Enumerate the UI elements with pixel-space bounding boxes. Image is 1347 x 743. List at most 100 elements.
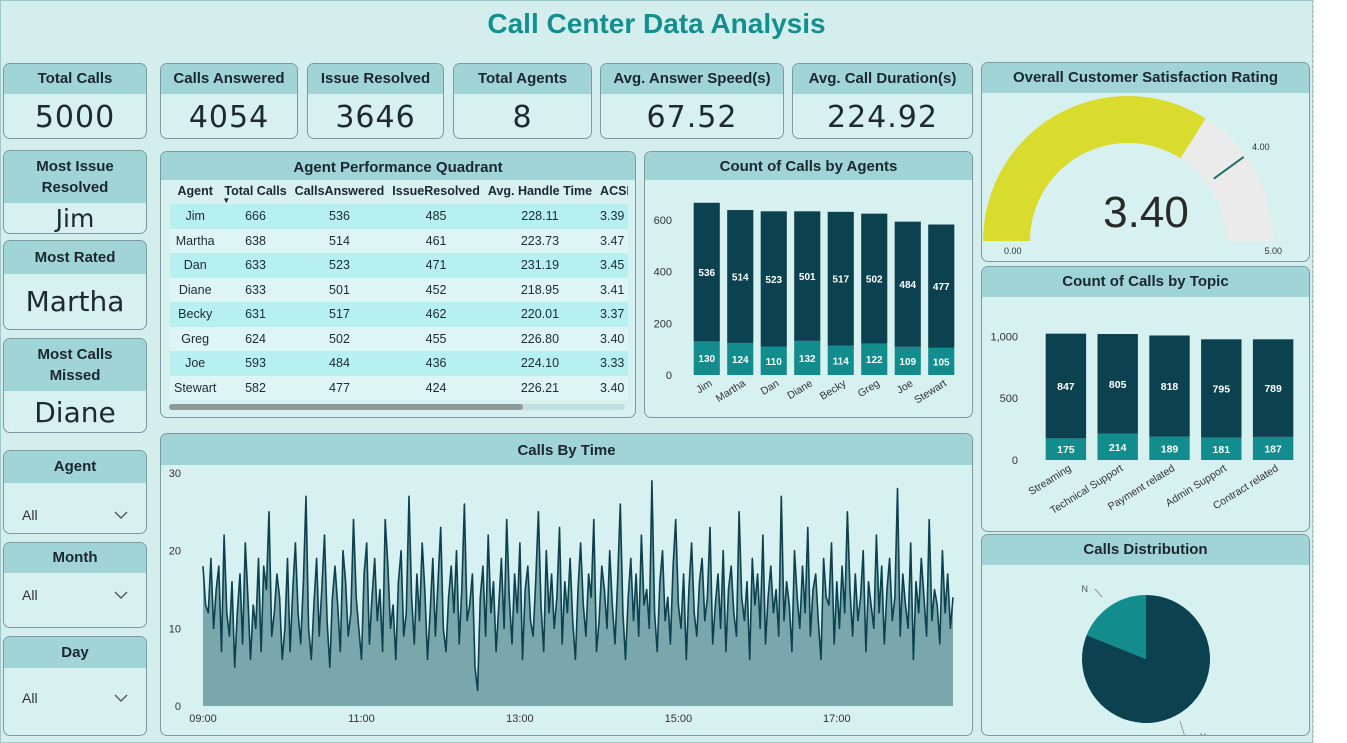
kpi-avg-answer-speed[interactable]: Avg. Answer Speed(s) 67.52 xyxy=(600,63,784,139)
calls-by-topic-chart[interactable]: Count of Calls by Topic 0 500 1,000 175 847 S… xyxy=(981,266,1310,532)
y-tick-label: 600 xyxy=(654,215,672,227)
table-cell: Diane xyxy=(170,277,221,302)
calls-series-line xyxy=(202,480,954,692)
table-cell: 666 xyxy=(220,204,291,229)
kpi-total-agents[interactable]: Total Agents 8 xyxy=(453,63,592,139)
y-tick-label: 1,000 xyxy=(990,331,1018,343)
kpi-label: Avg. Call Duration(s) xyxy=(793,64,972,94)
x-category-label: Dan xyxy=(759,377,782,397)
bar-segment-y xyxy=(827,211,854,346)
calls-by-time-chart[interactable]: Calls By Time 0 10 20 30 09:00 11:00 13:00 15:0… xyxy=(160,433,973,736)
data-label: 124 xyxy=(732,355,749,366)
table-row[interactable]: Becky 631 517 462 220.01 3.37 xyxy=(170,302,628,327)
performance-grid: Agent Total Calls ▼ CallsAnswered IssueRe… xyxy=(170,180,628,400)
chart-title: Count of Calls by Topic xyxy=(982,267,1309,297)
column-header[interactable]: CallsAnswered xyxy=(294,184,385,198)
x-category-label: Becky xyxy=(818,377,849,403)
bar-segment-y xyxy=(1201,339,1242,438)
x-tick-label: 11:00 xyxy=(348,713,375,725)
kpi-total-calls[interactable]: Total Calls 5000 xyxy=(3,63,147,139)
table-cell: Jim xyxy=(170,204,221,229)
kpi-value: 8 xyxy=(512,100,533,135)
column-header[interactable]: Avg. Handle Time xyxy=(487,184,593,198)
table-cell: 514 xyxy=(290,228,389,253)
data-label: 847 xyxy=(1057,381,1075,393)
kpi-value: 5000 xyxy=(34,100,116,135)
card-most-issue-resolved[interactable]: Most Issue Resolved Jim xyxy=(3,150,147,234)
pie-plot: NY xyxy=(1082,584,1210,736)
table-cell: Becky xyxy=(170,302,221,327)
chevron-down-icon xyxy=(114,591,128,599)
table-row[interactable]: Greg 624 502 455 226.80 3.40 xyxy=(170,326,628,351)
slicer-label: Agent xyxy=(4,451,146,483)
slicer-agent[interactable]: Agent All xyxy=(3,450,147,534)
chart-title: Overall Customer Satisfaction Rating xyxy=(982,63,1309,93)
y-tick-label: 200 xyxy=(654,318,672,330)
column-header[interactable]: Agent xyxy=(177,184,213,198)
card-value: Martha xyxy=(25,285,125,318)
table-cell: 536 xyxy=(290,204,389,229)
table-scroll-track[interactable] xyxy=(169,404,625,410)
table-cell: 3.40 xyxy=(596,326,628,351)
data-label: 181 xyxy=(1213,444,1231,456)
table-row[interactable]: Jim 666 536 485 228.11 3.39 xyxy=(170,204,628,229)
bar-segment-y xyxy=(928,224,955,348)
y-tick-label: 20 xyxy=(169,546,181,558)
table-cell: 633 xyxy=(220,277,291,302)
kpi-calls-answered[interactable]: Calls Answered 4054 xyxy=(160,63,298,139)
table-cell: 224.10 xyxy=(483,351,597,376)
table-cell: 3.47 xyxy=(596,228,628,253)
card-most-calls-missed[interactable]: Most Calls Missed Diane xyxy=(3,338,147,433)
pie-label: Y xyxy=(1200,732,1206,736)
data-label: 189 xyxy=(1161,443,1179,455)
column-header[interactable]: ACSF xyxy=(600,184,628,198)
table-row[interactable]: Dan 633 523 471 231.19 3.45 xyxy=(170,253,628,278)
table-cell: 638 xyxy=(220,228,291,253)
slicer-dropdown[interactable]: All xyxy=(4,678,146,718)
table-scrollbar-thumb[interactable] xyxy=(169,404,523,410)
table-cell: 517 xyxy=(290,302,389,327)
table-cell: Martha xyxy=(170,228,221,253)
agent-performance-table[interactable]: Agent Performance Quadrant Agent Total C… xyxy=(160,151,636,418)
data-label: 110 xyxy=(766,357,783,368)
table-cell: Stewart xyxy=(170,375,221,400)
kpi-issue-resolved[interactable]: Issue Resolved 3646 xyxy=(307,63,444,139)
table-cell: 452 xyxy=(388,277,484,302)
table-title: Agent Performance Quadrant xyxy=(161,152,635,180)
table-row[interactable]: Joe 593 484 436 224.10 3.33 xyxy=(170,351,628,376)
table-cell: 226.80 xyxy=(483,326,597,351)
column-header-sorted[interactable]: Total Calls ▼ xyxy=(220,180,290,205)
bar-segment-n xyxy=(827,345,854,375)
table-row[interactable]: Stewart 582 477 424 226.21 3.40 xyxy=(170,375,628,400)
table-cell: 631 xyxy=(220,302,291,327)
topic-bar-plot: 05001,000175847Streaming214805Technical … xyxy=(990,331,1294,517)
data-label: 214 xyxy=(1109,442,1127,454)
slicer-label: Month xyxy=(4,543,146,573)
table-row[interactable]: Diane 633 501 452 218.95 3.41 xyxy=(170,277,628,302)
table-cell: 231.19 xyxy=(483,253,597,278)
kpi-avg-call-duration[interactable]: Avg. Call Duration(s) 224.92 xyxy=(792,63,973,139)
table-row[interactable]: Martha 638 514 461 223.73 3.47 xyxy=(170,228,628,253)
slicer-day[interactable]: Day All xyxy=(3,636,147,736)
y-tick-label: 30 xyxy=(169,468,181,480)
table-cell: 582 xyxy=(220,375,291,400)
slicer-month[interactable]: Month All xyxy=(3,542,147,628)
table-cell: 3.37 xyxy=(596,302,628,327)
table-cell: Dan xyxy=(170,253,221,278)
bar-segment-y xyxy=(1097,334,1138,434)
pie-label: N xyxy=(1082,584,1089,594)
card-most-rated[interactable]: Most Rated Martha xyxy=(3,240,147,330)
table-cell: 455 xyxy=(388,326,484,351)
slicer-label: Day xyxy=(4,637,146,668)
slicer-dropdown[interactable]: All xyxy=(4,575,146,615)
x-category-label: Greg xyxy=(856,377,882,400)
slicer-dropdown[interactable]: All xyxy=(4,495,146,533)
column-header[interactable]: IssueResolved xyxy=(392,184,480,198)
table-cell: 624 xyxy=(220,326,291,351)
calls-by-agents-chart[interactable]: Count of Calls by Agents 0 200 400 600 130 53… xyxy=(644,151,973,418)
kpi-label: Issue Resolved xyxy=(308,64,443,94)
satisfaction-gauge[interactable]: Overall Customer Satisfaction Rating 4.0… xyxy=(981,62,1310,262)
table-cell: 485 xyxy=(388,204,484,229)
data-label: 818 xyxy=(1161,381,1179,393)
